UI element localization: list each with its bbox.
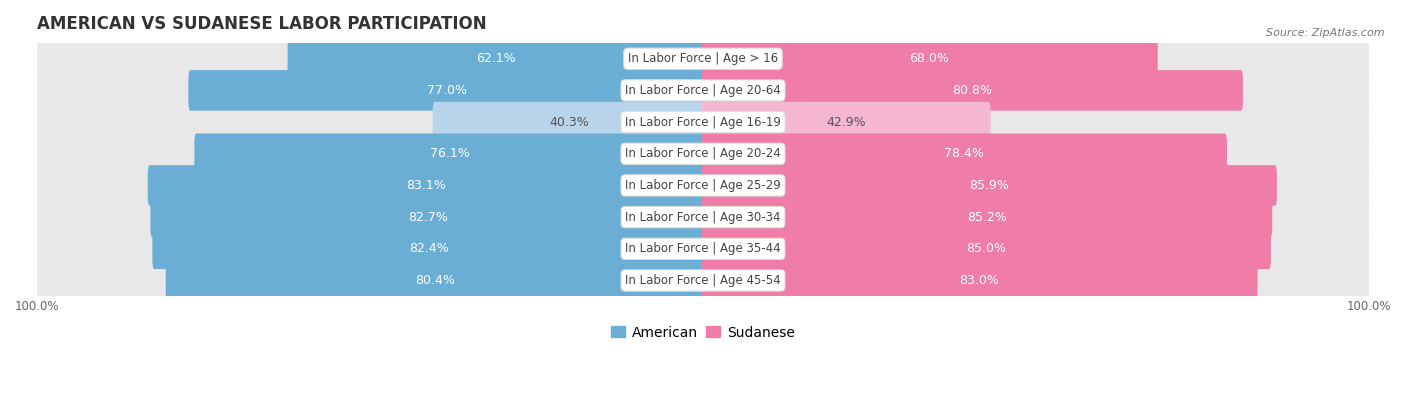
Text: 68.0%: 68.0% xyxy=(910,52,949,65)
Text: In Labor Force | Age > 16: In Labor Force | Age > 16 xyxy=(628,52,778,65)
Text: 80.8%: 80.8% xyxy=(952,84,993,97)
FancyBboxPatch shape xyxy=(288,38,704,79)
FancyBboxPatch shape xyxy=(148,165,704,206)
Text: 40.3%: 40.3% xyxy=(548,116,589,129)
FancyBboxPatch shape xyxy=(702,134,1227,174)
Text: 85.9%: 85.9% xyxy=(969,179,1010,192)
Text: 85.0%: 85.0% xyxy=(966,242,1005,255)
FancyBboxPatch shape xyxy=(37,157,1369,214)
Text: In Labor Force | Age 20-64: In Labor Force | Age 20-64 xyxy=(626,84,780,97)
Text: 42.9%: 42.9% xyxy=(825,116,866,129)
Text: 82.7%: 82.7% xyxy=(408,211,447,224)
FancyBboxPatch shape xyxy=(702,229,1271,269)
Text: In Labor Force | Age 35-44: In Labor Force | Age 35-44 xyxy=(626,242,780,255)
Text: 76.1%: 76.1% xyxy=(430,147,470,160)
Text: In Labor Force | Age 45-54: In Labor Force | Age 45-54 xyxy=(626,274,780,287)
FancyBboxPatch shape xyxy=(37,62,1369,119)
Text: In Labor Force | Age 20-24: In Labor Force | Age 20-24 xyxy=(626,147,780,160)
FancyBboxPatch shape xyxy=(37,125,1369,182)
Text: 83.0%: 83.0% xyxy=(959,274,1000,287)
Text: 80.4%: 80.4% xyxy=(415,274,456,287)
Text: Source: ZipAtlas.com: Source: ZipAtlas.com xyxy=(1267,28,1385,38)
FancyBboxPatch shape xyxy=(37,220,1369,278)
Text: 62.1%: 62.1% xyxy=(477,52,516,65)
FancyBboxPatch shape xyxy=(152,229,704,269)
Text: 78.4%: 78.4% xyxy=(943,147,984,160)
FancyBboxPatch shape xyxy=(37,93,1369,151)
FancyBboxPatch shape xyxy=(702,165,1277,206)
Text: AMERICAN VS SUDANESE LABOR PARTICIPATION: AMERICAN VS SUDANESE LABOR PARTICIPATION xyxy=(37,15,486,33)
FancyBboxPatch shape xyxy=(37,30,1369,88)
Text: 82.4%: 82.4% xyxy=(409,242,449,255)
Legend: American, Sudanese: American, Sudanese xyxy=(606,320,800,345)
FancyBboxPatch shape xyxy=(166,260,704,301)
Text: 77.0%: 77.0% xyxy=(426,84,467,97)
Text: 83.1%: 83.1% xyxy=(406,179,446,192)
FancyBboxPatch shape xyxy=(702,70,1243,111)
FancyBboxPatch shape xyxy=(37,252,1369,309)
Text: 85.2%: 85.2% xyxy=(967,211,1007,224)
FancyBboxPatch shape xyxy=(194,134,704,174)
FancyBboxPatch shape xyxy=(702,197,1272,237)
FancyBboxPatch shape xyxy=(433,102,704,142)
FancyBboxPatch shape xyxy=(150,197,704,237)
Text: In Labor Force | Age 16-19: In Labor Force | Age 16-19 xyxy=(626,116,780,129)
FancyBboxPatch shape xyxy=(188,70,704,111)
FancyBboxPatch shape xyxy=(37,188,1369,246)
Text: In Labor Force | Age 30-34: In Labor Force | Age 30-34 xyxy=(626,211,780,224)
FancyBboxPatch shape xyxy=(702,102,991,142)
Text: In Labor Force | Age 25-29: In Labor Force | Age 25-29 xyxy=(626,179,780,192)
FancyBboxPatch shape xyxy=(702,260,1257,301)
FancyBboxPatch shape xyxy=(702,38,1157,79)
